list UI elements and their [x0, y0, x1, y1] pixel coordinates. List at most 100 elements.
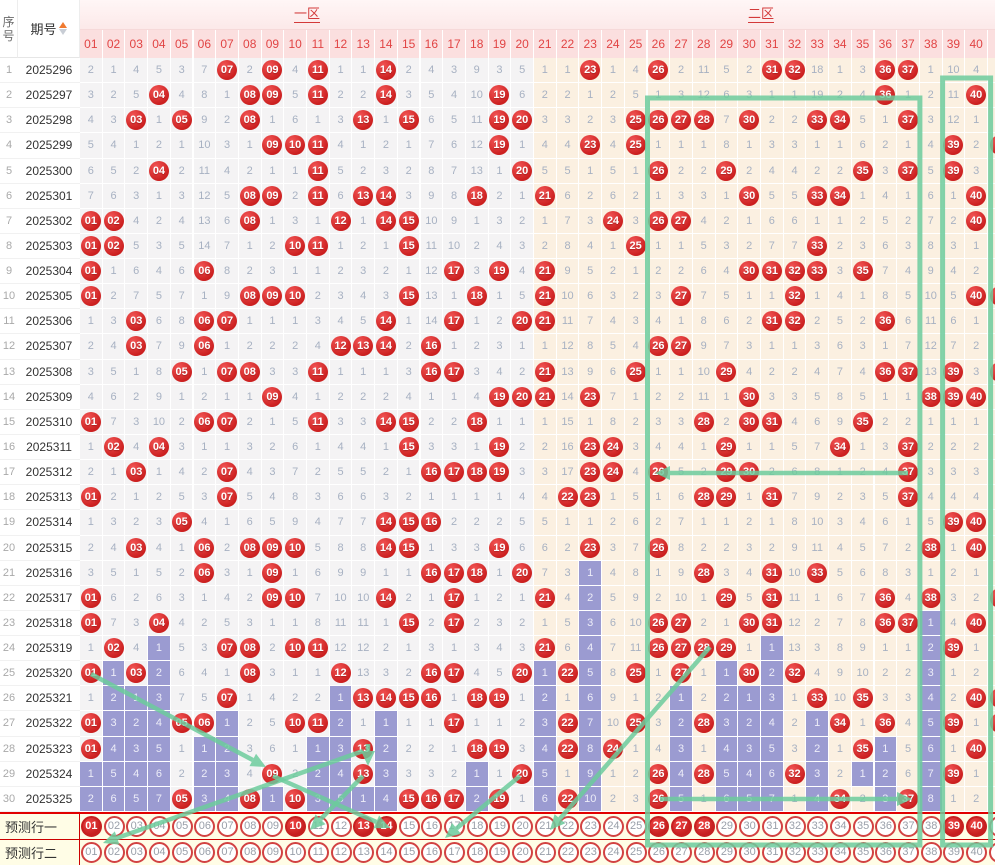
- sort-control[interactable]: [58, 22, 67, 35]
- prediction-number[interactable]: 29: [716, 841, 738, 863]
- prediction-number[interactable]: 06: [194, 815, 216, 837]
- prediction-number[interactable]: 14: [375, 841, 397, 863]
- miss-cell: 14: [556, 384, 580, 410]
- prediction-number[interactable]: 23: [580, 815, 602, 837]
- miss-cell: 4: [329, 133, 353, 159]
- miss-cell: 1: [148, 108, 171, 134]
- prediction-number[interactable]: 34: [829, 815, 851, 837]
- prediction-number[interactable]: 26: [648, 841, 670, 863]
- prediction-number[interactable]: 03: [126, 815, 148, 837]
- prediction-number[interactable]: 04: [148, 841, 170, 863]
- prediction-number[interactable]: 02: [103, 841, 125, 863]
- period-column-header[interactable]: 期号: [18, 0, 80, 58]
- miss-cell: 6: [874, 510, 898, 536]
- prediction-number[interactable]: 39: [943, 841, 965, 863]
- prediction-number[interactable]: 37: [898, 815, 920, 837]
- prediction-number[interactable]: 03: [126, 841, 148, 863]
- prediction-number[interactable]: 28: [693, 841, 715, 863]
- prediction-number[interactable]: 36: [875, 815, 897, 837]
- prediction-number[interactable]: 12: [330, 815, 352, 837]
- prediction-number[interactable]: 06: [194, 841, 216, 863]
- prediction-number[interactable]: 16: [421, 815, 443, 837]
- prediction-number[interactable]: 09: [262, 815, 284, 837]
- prediction-number[interactable]: 13: [353, 815, 375, 837]
- prediction-number[interactable]: 07: [217, 841, 239, 863]
- prediction-number[interactable]: 11: [307, 841, 329, 863]
- prediction-number[interactable]: 33: [807, 815, 829, 837]
- prediction-number[interactable]: 38: [920, 841, 942, 863]
- prediction-number[interactable]: 01: [80, 841, 102, 863]
- prediction-number[interactable]: 17: [444, 841, 466, 863]
- miss-cell: 3: [102, 108, 126, 134]
- prediction-number[interactable]: 40: [966, 815, 988, 837]
- prediction-number[interactable]: 12: [330, 841, 352, 863]
- prediction-number[interactable]: 19: [489, 815, 511, 837]
- miss-streak-cell: 1: [806, 711, 830, 737]
- prediction-number[interactable]: 30: [739, 841, 761, 863]
- prediction-number[interactable]: 40: [966, 841, 988, 863]
- prediction-number[interactable]: 07: [217, 815, 239, 837]
- prediction-number[interactable]: 24: [602, 841, 624, 863]
- prediction-number[interactable]: 11: [307, 815, 329, 837]
- prediction-number[interactable]: 15: [398, 841, 420, 863]
- prediction-number[interactable]: 23: [580, 841, 602, 863]
- prediction-cell: 36: [875, 814, 898, 839]
- prediction-number[interactable]: 18: [466, 841, 488, 863]
- prediction-number[interactable]: 26: [648, 815, 670, 837]
- sort-asc-icon[interactable]: [58, 22, 67, 28]
- prediction-number[interactable]: 08: [239, 841, 261, 863]
- drawn-number-ball: 20: [512, 763, 533, 784]
- prediction-number[interactable]: 39: [943, 815, 965, 837]
- prediction-number[interactable]: 25: [625, 841, 647, 863]
- prediction-number[interactable]: 27: [671, 841, 693, 863]
- miss-streak-cell: 1: [534, 661, 557, 687]
- miss-cell: 19: [806, 83, 830, 109]
- prediction-number[interactable]: 19: [489, 841, 511, 863]
- prediction-number[interactable]: 15: [398, 815, 420, 837]
- prediction-number[interactable]: 36: [875, 841, 897, 863]
- prediction-number[interactable]: 34: [829, 841, 851, 863]
- prediction-number[interactable]: 10: [285, 841, 307, 863]
- prediction-number[interactable]: 31: [761, 815, 783, 837]
- prediction-number[interactable]: 37: [898, 841, 920, 863]
- prediction-number[interactable]: 24: [602, 815, 624, 837]
- prediction-number[interactable]: 09: [262, 841, 284, 863]
- prediction-number[interactable]: 02: [103, 815, 125, 837]
- prediction-number[interactable]: 05: [171, 815, 193, 837]
- prediction-number[interactable]: 32: [784, 841, 806, 863]
- row-serial: 17: [0, 460, 18, 486]
- prediction-number[interactable]: 30: [739, 815, 761, 837]
- prediction-number[interactable]: 20: [512, 815, 534, 837]
- prediction-number[interactable]: 38: [920, 815, 942, 837]
- prediction-number[interactable]: 25: [625, 815, 647, 837]
- prediction-number[interactable]: 29: [716, 815, 738, 837]
- prediction-number[interactable]: 21: [534, 815, 556, 837]
- prediction-number[interactable]: 35: [852, 841, 874, 863]
- prediction-number[interactable]: 10: [285, 815, 307, 837]
- drawn-number-cell: 01: [80, 284, 103, 310]
- prediction-number[interactable]: 13: [353, 841, 375, 863]
- prediction-number[interactable]: 22: [557, 815, 579, 837]
- prediction-number[interactable]: 20: [512, 841, 534, 863]
- miss-cell: 3: [534, 108, 557, 134]
- prediction-number[interactable]: 33: [807, 841, 829, 863]
- prediction-number[interactable]: 31: [761, 841, 783, 863]
- prediction-number[interactable]: 22: [557, 841, 579, 863]
- prediction-number[interactable]: 21: [534, 841, 556, 863]
- prediction-number[interactable]: 04: [148, 815, 170, 837]
- prediction-number[interactable]: 08: [239, 815, 261, 837]
- prediction-number[interactable]: 28: [693, 815, 715, 837]
- prediction-number[interactable]: 14: [375, 815, 397, 837]
- drawn-number-ball: 09: [262, 135, 283, 156]
- miss-cell: 7: [170, 284, 194, 310]
- prediction-number[interactable]: 05: [171, 841, 193, 863]
- prediction-number[interactable]: 18: [466, 815, 488, 837]
- prediction-number[interactable]: 35: [852, 815, 874, 837]
- row-serial: 11: [0, 309, 18, 335]
- prediction-number[interactable]: 27: [671, 815, 693, 837]
- prediction-number[interactable]: 17: [444, 815, 466, 837]
- sort-desc-icon[interactable]: [58, 29, 67, 35]
- prediction-number[interactable]: 01: [80, 815, 102, 837]
- prediction-number[interactable]: 16: [421, 841, 443, 863]
- prediction-number[interactable]: 32: [784, 815, 806, 837]
